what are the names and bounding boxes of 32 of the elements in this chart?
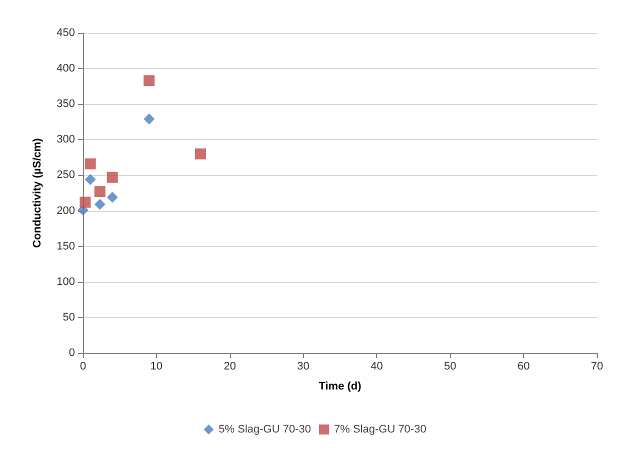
y-tick-label: 50 (62, 311, 75, 324)
y-tick-label: 200 (56, 204, 75, 217)
y-tick-label: 400 (56, 62, 75, 75)
y-tick-label: 150 (56, 240, 75, 252)
point (106, 192, 118, 203)
point (80, 196, 91, 208)
x-tick-label: 40 (370, 360, 383, 372)
y-tick-label: 100 (56, 276, 75, 288)
y-tick-label: 450 (56, 27, 75, 39)
x-axis-title: Time (d) (318, 380, 362, 392)
x-tick-label: 30 (297, 360, 310, 372)
point (84, 158, 96, 170)
point (144, 75, 155, 86)
y-tick-label: 0 (68, 347, 75, 359)
legend-label: 5% Slag-GU 70-30 (218, 424, 312, 436)
x-tick-label: 20 (224, 360, 236, 372)
y-tick-label: 300 (56, 134, 75, 146)
x-tick-label: 70 (590, 360, 604, 372)
y-tick-label: 250 (56, 169, 75, 182)
x-tick-label: 10 (150, 360, 163, 372)
point (144, 114, 155, 125)
y-tick-label: 350 (56, 98, 75, 110)
x-tick-label: 50 (444, 360, 456, 372)
x-tick-label: 0 (80, 360, 86, 372)
legend-label: 7% Slag-GU 70-30 (334, 424, 426, 436)
point (94, 198, 106, 210)
point (94, 186, 106, 198)
x-tick-label: 60 (517, 360, 530, 372)
y-axis-title: Conductivity (µS/cm) (32, 138, 44, 248)
point (106, 172, 118, 183)
point (84, 174, 96, 185)
point (194, 148, 206, 160)
